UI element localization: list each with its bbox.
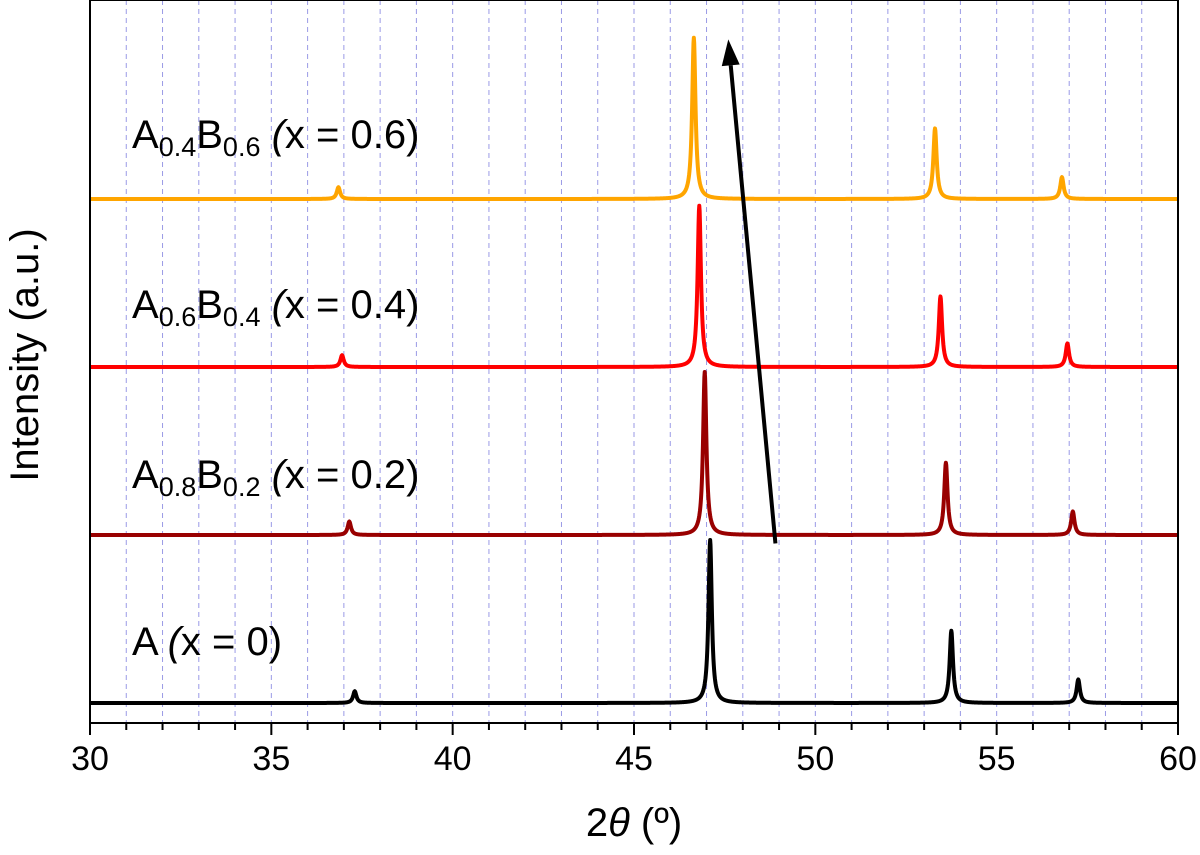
series-label: A0.8B0.2 (x = 0.2): [132, 453, 419, 502]
series-line: [88, 538, 1180, 705]
series-label-part: 0.6: [159, 302, 197, 332]
y-axis-title: Intensity (a.u.): [3, 228, 47, 481]
series-label-part: 0.2: [223, 472, 261, 502]
x-tick-label: 45: [615, 740, 653, 778]
series-label: A0.4B0.6 (x = 0.6): [132, 113, 419, 162]
series-line: [88, 370, 1180, 537]
x-tick-label: 40: [434, 740, 472, 778]
arrow-head: [721, 39, 740, 67]
x-tick-label: 60: [1159, 740, 1197, 778]
series-label-part: 0.4: [223, 302, 261, 332]
series-label-part: B: [196, 283, 223, 327]
shift-arrow: [721, 39, 778, 544]
series-label-part: x = 0): [181, 620, 282, 664]
series-label: A0.6B0.4 (x = 0.4): [132, 283, 419, 332]
x-tick-label: 35: [252, 740, 290, 778]
series-label-part: (: [260, 453, 288, 497]
series-label-part: (: [168, 620, 185, 664]
series-label-part: x = 0.6): [285, 113, 420, 157]
x-axis: 30 35 40 45 50 55 60: [71, 723, 1197, 778]
series-label-part: 0.4: [159, 132, 197, 162]
x-axis-title: 2θ (º): [586, 801, 682, 845]
series-group: [88, 35, 1180, 705]
series-label: A (x = 0): [132, 620, 282, 664]
series-line: [88, 35, 1180, 201]
series-label-part: 0.6: [223, 132, 261, 162]
series-label-part: (: [260, 113, 288, 157]
vertical-grid: [125, 0, 1143, 723]
series-label-part: B: [196, 113, 223, 157]
series-labels: A (x = 0)A0.8B0.2 (x = 0.2)A0.6B0.4 (x =…: [132, 113, 419, 664]
arrow-shaft: [728, 65, 778, 544]
x-tick-label: 55: [978, 740, 1016, 778]
series-label-part: A: [132, 453, 159, 497]
series-label-part: x = 0.2): [285, 453, 420, 497]
series-line: [88, 203, 1180, 369]
series-label-part: A: [132, 283, 159, 327]
series-label-part: A: [132, 620, 168, 664]
series-label-part: B: [196, 453, 223, 497]
series-label-part: 0.8: [159, 472, 197, 502]
series-label-part: x = 0.4): [285, 283, 420, 327]
series-label-part: A: [132, 113, 159, 157]
x-tick-label: 30: [71, 740, 109, 778]
x-tick-label: 50: [796, 740, 834, 778]
series-label-part: (: [260, 283, 288, 327]
